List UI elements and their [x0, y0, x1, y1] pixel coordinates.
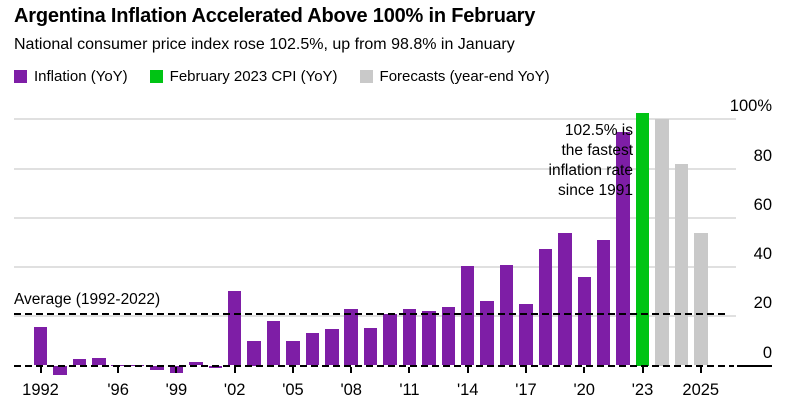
x-axis-label-20: '20: [573, 381, 595, 399]
y-axis-label-100: 100%: [729, 97, 772, 116]
bar-2000: [189, 361, 203, 366]
bar-2020: [577, 277, 591, 366]
annotation-fastest-since-1991: 102.5% is the fastest inflation rate since …: [549, 121, 633, 201]
legend-swatch-forecasts: [359, 70, 373, 83]
y-axis-label-80: 80: [753, 146, 772, 165]
annotation-line: 102.5% is: [564, 122, 633, 139]
x-axis-label-96: '96: [107, 381, 129, 399]
chart-title: Argentina Inflation Accelerated Above 10…: [14, 5, 536, 27]
y-axis-label-40: 40: [753, 245, 772, 263]
x-axis-tick-02: [233, 367, 236, 373]
bar-2021: [596, 239, 611, 366]
annotation-line: since 1991: [558, 182, 633, 199]
bar-2023-forecast: [655, 119, 669, 366]
x-axis-tick-99: [175, 367, 178, 373]
bar-2011: [402, 309, 417, 366]
bar-2017: [519, 304, 533, 366]
x-axis-tick-08: [350, 367, 353, 373]
bar-2005: [286, 340, 300, 366]
bar-2004: [266, 321, 281, 366]
zero-baseline: [14, 364, 734, 367]
legend-item-feb-2023-cpi: February 2023 CPI (YoY): [149, 68, 338, 85]
x-axis-label-02: '02: [223, 381, 246, 399]
annotation-line: inflation rate: [548, 162, 633, 179]
average-line-label: Average (1992-2022): [14, 291, 161, 308]
x-axis-label-11: '11: [399, 381, 420, 399]
x-axis-label-1992: 1992: [22, 381, 59, 399]
x-axis-label-14: '14: [456, 381, 479, 399]
x-axis-tick-23: [641, 367, 644, 373]
bar-1992: [33, 326, 48, 366]
x-axis-tick-11: [408, 367, 411, 373]
bar-1994: [72, 358, 87, 366]
bar-2012: [422, 310, 436, 366]
x-axis-label-08: '08: [340, 381, 362, 399]
bar-2023-feb-cpi: [635, 113, 650, 366]
y-axis-label-0: 0: [762, 343, 772, 362]
gridline-20: [14, 315, 736, 318]
x-axis-tick-20: [583, 367, 586, 373]
bar-2024-forecast: [674, 163, 689, 366]
y-axis-label-60: 60: [753, 195, 772, 214]
x-axis-tick-2025: [699, 367, 702, 373]
bar-1993: [53, 365, 67, 376]
x-axis-label-05: '05: [282, 381, 304, 399]
annotation-line: the fastest: [561, 142, 633, 159]
legend-item-forecasts: Forecasts (year-end YoY): [359, 68, 550, 85]
legend-label-inflation: Inflation (YoY): [34, 68, 128, 85]
bar-2009: [363, 328, 378, 366]
bar-2006: [305, 332, 320, 366]
chart-subtitle: National consumer price index rose 102.5…: [14, 36, 515, 53]
x-axis-label-2025: 2025: [682, 381, 720, 399]
bar-2001: [208, 365, 223, 369]
bar-2002: [227, 290, 242, 366]
legend-label-forecasts: Forecasts (year-end YoY): [379, 68, 550, 85]
chart-legend: Inflation (YoY) February 2023 CPI (YoY) …: [14, 68, 550, 85]
x-axis-tick-96: [117, 367, 120, 373]
bar-2003: [247, 340, 261, 366]
bar-2014: [460, 265, 475, 366]
x-axis-tick-14: [466, 367, 469, 373]
bar-2019: [558, 232, 572, 366]
bar-2025-forecast: [694, 232, 708, 366]
bar-1995: [92, 358, 106, 366]
y-axis-label-20: 20: [753, 294, 772, 313]
x-axis-tick-05: [291, 367, 294, 373]
legend-swatch-inflation: [14, 70, 27, 83]
bar-1998: [150, 365, 164, 371]
x-axis-label-23: '23: [631, 381, 654, 399]
x-axis-tick-17: [525, 367, 527, 373]
zero-axis-segment: [737, 364, 772, 367]
gridline-80: [14, 167, 736, 170]
gridline-40: [14, 266, 736, 268]
gridline-100: [14, 118, 736, 121]
gridline-60: [14, 216, 736, 219]
bar-2015: [480, 300, 494, 366]
legend-item-inflation: Inflation (YoY): [14, 68, 128, 85]
x-axis-label-99: '99: [165, 381, 188, 399]
bar-2022: [616, 132, 630, 366]
legend-swatch-feb-2023-cpi: [149, 70, 163, 83]
bar-2008: [344, 309, 358, 366]
legend-label-feb-2023-cpi: February 2023 CPI (YoY): [169, 68, 338, 85]
x-axis-label-17: '17: [515, 381, 537, 399]
bar-2016: [499, 264, 514, 366]
average-line: [14, 312, 727, 315]
bar-2013: [441, 306, 456, 366]
bar-2007: [325, 329, 339, 366]
bar-2018: [538, 248, 553, 366]
x-axis-tick-1992: [39, 367, 42, 373]
bar-2010: [383, 314, 397, 366]
